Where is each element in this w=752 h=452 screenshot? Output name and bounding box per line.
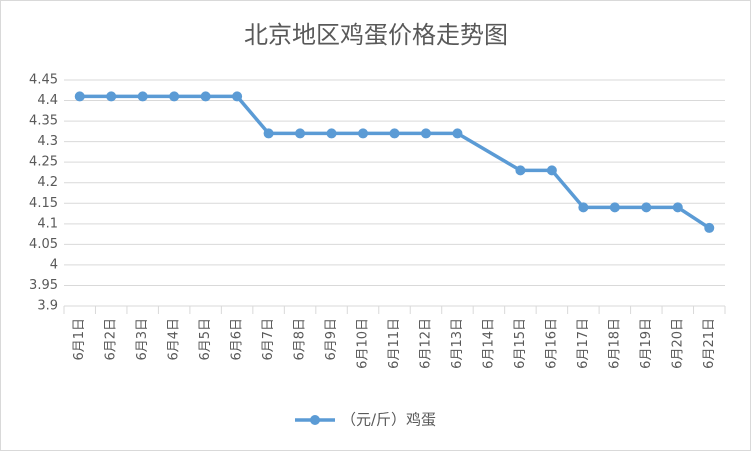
x-tick-label: 6月12日	[418, 318, 433, 369]
y-tick-label: 4.15	[29, 196, 58, 211]
y-tick-label: 4.2	[37, 175, 58, 190]
x-tick-label: 6月19日	[639, 318, 654, 369]
x-tick-label: 6月6日	[230, 318, 245, 361]
x-tick-label: 6月8日	[293, 318, 308, 361]
x-tick-label: 6月4日	[167, 318, 182, 361]
y-tick-label: 3.95	[29, 278, 58, 293]
x-tick-label: 6月10日	[356, 318, 371, 369]
y-tick-label: 4.35	[29, 114, 58, 129]
marker	[295, 128, 306, 139]
x-tick-label: 6月13日	[450, 318, 465, 369]
x-tick-label: 6月21日	[702, 318, 717, 369]
x-tick-label: 6月17日	[576, 318, 591, 369]
x-tick-label: 6月3日	[135, 318, 150, 361]
marker	[609, 202, 620, 213]
y-tick-label: 4.25	[29, 155, 58, 170]
marker	[326, 128, 337, 139]
marker	[704, 222, 715, 233]
y-tick-label: 4	[50, 257, 58, 272]
marker	[389, 128, 400, 139]
legend-marker	[310, 415, 320, 425]
marker	[200, 91, 211, 102]
x-tick-label: 6月5日	[198, 318, 213, 361]
marker	[452, 128, 463, 139]
x-tick-label: 6月20日	[670, 318, 685, 369]
marker	[169, 91, 180, 102]
x-tick-label: 6月16日	[544, 318, 559, 369]
marker	[74, 91, 85, 102]
marker	[672, 202, 683, 213]
x-tick-label: 6月1日	[72, 318, 87, 361]
legend-label: （元/斤）鸡蛋	[341, 411, 436, 429]
y-tick-label: 4.1	[37, 216, 58, 231]
x-tick-label: 6月15日	[513, 318, 528, 369]
x-tick-label: 6月9日	[324, 318, 339, 361]
gap-bridge	[455, 131, 523, 173]
chart-title: 北京地区鸡蛋价格走势图	[244, 21, 508, 49]
x-tick-label: 6月14日	[481, 318, 496, 369]
y-tick-label: 4.3	[37, 134, 58, 149]
marker	[137, 91, 148, 102]
x-tick-label: 6月7日	[261, 318, 276, 361]
x-tick-label: 6月11日	[387, 318, 402, 369]
marker	[232, 91, 243, 102]
marker	[578, 202, 589, 213]
y-tick-label: 4.4	[37, 93, 58, 108]
y-tick-label: 4.45	[29, 73, 58, 88]
x-tick-label: 6月18日	[607, 318, 622, 369]
x-tick-label: 6月2日	[104, 318, 119, 361]
y-tick-label: 4.05	[29, 237, 58, 252]
marker	[641, 202, 652, 213]
marker	[546, 165, 557, 176]
marker	[358, 128, 369, 139]
marker	[515, 165, 526, 176]
y-tick-label: 3.9	[37, 299, 58, 314]
marker	[106, 91, 117, 102]
marker	[420, 128, 431, 139]
marker	[263, 128, 274, 139]
